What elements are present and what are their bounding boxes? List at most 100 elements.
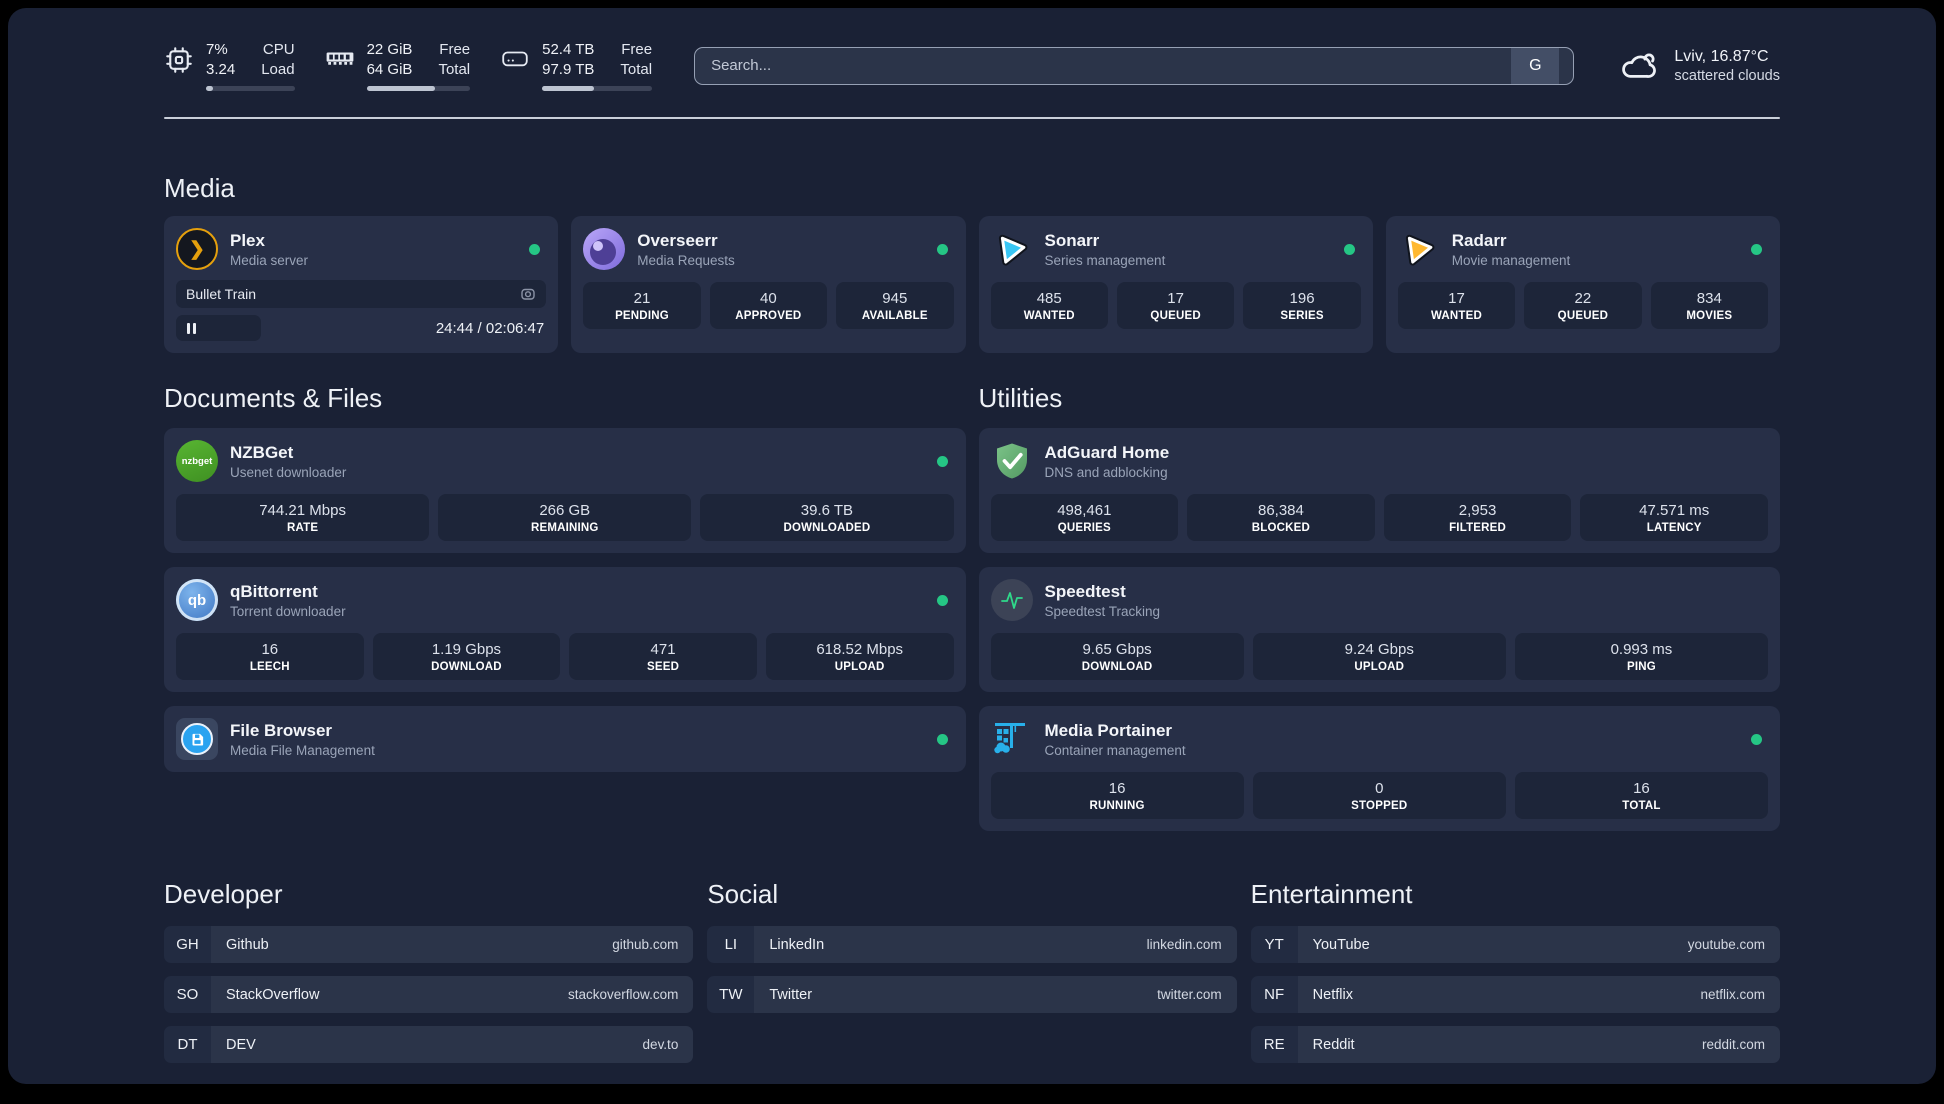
stat-value: 1.19 Gbps (431, 641, 502, 658)
stat-value: 17 (1167, 290, 1184, 307)
stat-chip: 945 AVAILABLE (836, 282, 954, 329)
stat-chip: 16 RUNNING (990, 772, 1244, 819)
stat-chip: 47.571 ms LATENCY (1580, 494, 1768, 541)
app-name: Sonarr (1044, 230, 1100, 250)
utilities-column: Utilities (978, 383, 1780, 831)
bookmark-name: StackOverflow (226, 986, 320, 1003)
pause-button[interactable] (176, 315, 261, 341)
radarr-icon (1398, 228, 1440, 270)
stat-label: DOWNLOAD (1081, 661, 1153, 673)
cpu-progressbar (206, 86, 295, 91)
bookmark-github[interactable]: GH Github github.com (164, 926, 694, 963)
bookmark-url: netflix.com (1700, 987, 1765, 1002)
overseerr-app-link[interactable]: Overseerr Media Requests (583, 228, 953, 270)
stat-chip: 9.24 Gbps UPLOAD (1252, 633, 1506, 680)
bookmark-reddit[interactable]: RE Reddit reddit.com (1250, 1026, 1780, 1063)
stat-chip: 9.65 Gbps DOWNLOAD (990, 633, 1244, 680)
bookmark-dev[interactable]: DT DEV dev.to (164, 1026, 694, 1063)
nzbget-app-link[interactable]: nzbget NZBGet Usenet downloader (176, 440, 954, 482)
disk-icon (500, 45, 530, 75)
sonarr-app-link[interactable]: Sonarr Series management (991, 228, 1361, 270)
card-plex: ❯ Plex Media server Bullet Train (164, 216, 559, 353)
speedtest-app-link[interactable]: Speedtest Speedtest Tracking (990, 579, 1769, 621)
stat-value: 834 (1696, 290, 1722, 307)
status-dot (936, 733, 948, 745)
stat-chip: 16 TOTAL (1514, 772, 1769, 819)
stat-chip: 0 STOPPED (1252, 772, 1506, 819)
app-name: qBittorrent (230, 581, 318, 601)
bookmark-youtube[interactable]: YT YouTube youtube.com (1250, 926, 1780, 963)
stat-chip: 0.993 ms PING (1514, 633, 1769, 680)
stat-label: DOWNLOADED (783, 522, 871, 534)
documents-column: Documents & Files nzbget NZBGet Usenet d… (164, 383, 966, 831)
media-grid: ❯ Plex Media server Bullet Train (164, 216, 1780, 353)
app-name: Media Portainer (1044, 720, 1173, 740)
disk-progressbar (542, 86, 653, 91)
radarr-app-link[interactable]: Radarr Movie management (1398, 228, 1768, 270)
adguard-icon (991, 440, 1033, 482)
disk-free: 52.4 TB (542, 41, 595, 58)
status-dot (1751, 243, 1762, 255)
stat-label: FILTERED (1449, 522, 1507, 534)
section-title-developer: Developer (164, 879, 283, 909)
stat-value: 40 (760, 290, 777, 307)
bookmark-name: Reddit (1312, 1036, 1355, 1053)
stat-value: 16 (1108, 780, 1126, 797)
header-divider (164, 117, 1780, 119)
section-title-entertainment: Entertainment (1250, 879, 1413, 909)
card-overseerr: Overseerr Media Requests 21 PENDING 40 A… (571, 216, 966, 353)
cpu-label-1: CPU (262, 41, 295, 58)
stat-label: WANTED (1023, 310, 1075, 322)
stat-value: 22 (1574, 290, 1592, 307)
bookmark-abbr: YT (1250, 926, 1298, 963)
qbittorrent-icon: qb (176, 579, 218, 621)
status-dot (936, 455, 948, 467)
portainer-icon (991, 718, 1033, 760)
stat-chip: 1.19 Gbps DOWNLOAD (372, 633, 561, 680)
disk-label-2: Total (620, 60, 653, 78)
stat-label: QUEUED (1557, 310, 1609, 322)
adguard-app-link[interactable]: AdGuard Home DNS and adblocking (991, 440, 1769, 482)
google-search-button[interactable]: G (1511, 47, 1560, 84)
stat-chip: 834 MOVIES (1650, 282, 1769, 329)
bookmark-netflix[interactable]: NF Netflix netflix.com (1250, 976, 1780, 1013)
stat-chip: 22 QUEUED (1524, 282, 1642, 329)
plex-app-link[interactable]: ❯ Plex Media server (176, 228, 546, 270)
bookmark-url: dev.to (642, 1037, 679, 1052)
stat-label: PING (1626, 661, 1656, 673)
stat-label: RATE (286, 522, 319, 534)
stat-value: 0.993 ms (1610, 641, 1673, 658)
stat-label: APPROVED (735, 310, 802, 322)
bookmark-stackoverflow[interactable]: SO StackOverflow stackoverflow.com (164, 976, 694, 1013)
stat-label: TOTAL (1622, 800, 1661, 812)
qbittorrent-app-link[interactable]: qb qBittorrent Torrent downloader (176, 579, 954, 621)
bookmark-url: youtube.com (1687, 937, 1765, 952)
stat-value: 471 (650, 641, 676, 658)
stat-label: BLOCKED (1251, 522, 1311, 534)
bookmark-abbr: NF (1250, 976, 1298, 1013)
stat-value: 9.65 Gbps (1082, 641, 1152, 658)
portainer-app-link[interactable]: Media Portainer Container management (991, 718, 1769, 760)
bookmark-linkedin[interactable]: LI LinkedIn linkedin.com (707, 926, 1237, 963)
nzbget-icon: nzbget (176, 440, 218, 482)
section-title-social: Social (707, 879, 779, 909)
bookmark-twitter[interactable]: TW Twitter twitter.com (707, 976, 1237, 1013)
status-dot (1343, 243, 1355, 255)
weather-condition: scattered clouds (1674, 67, 1780, 84)
bookmarks-developer: Developer GH Github github.com SO StackO… (164, 879, 694, 1063)
section-title-documents: Documents & Files (164, 383, 383, 413)
stat-chip: 744.21 Mbps RATE (176, 494, 430, 541)
stat-label: AVAILABLE (861, 310, 928, 322)
app-subtitle: Torrent downloader (230, 603, 346, 619)
filebrowser-app-link[interactable]: File Browser Media File Management (176, 718, 954, 760)
search-input[interactable] (695, 57, 1512, 74)
cpu-stat: 7% 3.24 CPU Load (164, 40, 295, 91)
playback-time: 24:44 / 02:06:47 (435, 319, 545, 337)
bookmark-url: twitter.com (1157, 987, 1222, 1002)
stat-label: DOWNLOAD (431, 661, 502, 673)
weather-widget: Lviv, 16.87°C scattered clouds (1616, 44, 1780, 88)
app-name: Plex (230, 230, 265, 250)
now-playing-bar: Bullet Train (176, 280, 547, 308)
stat-label: PENDING (615, 310, 669, 322)
stat-label: QUEUED (1150, 310, 1201, 322)
